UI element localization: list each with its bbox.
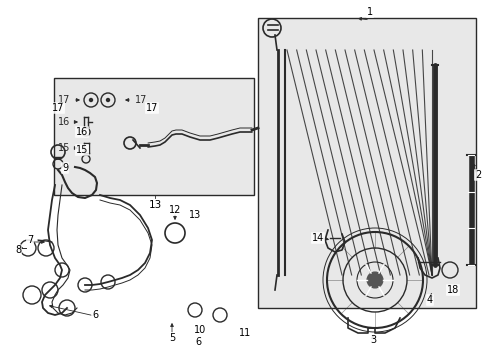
Text: 18: 18 — [446, 285, 458, 295]
Bar — [258, 18, 475, 308]
Text: 3: 3 — [369, 335, 375, 345]
Text: 7: 7 — [27, 235, 33, 245]
Bar — [54, 78, 253, 195]
Text: 13: 13 — [188, 210, 201, 220]
Text: 17: 17 — [58, 95, 70, 105]
Text: 2: 2 — [474, 170, 480, 180]
Text: 15: 15 — [58, 143, 70, 153]
Text: 14: 14 — [311, 233, 324, 243]
Circle shape — [106, 99, 109, 102]
Text: 13: 13 — [148, 200, 162, 210]
Text: 16: 16 — [58, 117, 70, 127]
Text: 12: 12 — [168, 205, 181, 215]
Text: 15: 15 — [76, 145, 88, 155]
Text: 17: 17 — [145, 103, 158, 113]
Text: 6: 6 — [92, 310, 98, 320]
Text: 11: 11 — [238, 328, 251, 338]
Text: 5: 5 — [168, 333, 175, 343]
Text: 1: 1 — [366, 7, 372, 17]
Text: 6: 6 — [195, 337, 201, 347]
Text: 8: 8 — [15, 245, 21, 255]
Text: 16: 16 — [76, 127, 88, 137]
Text: 17: 17 — [135, 95, 147, 105]
Text: 9: 9 — [62, 163, 68, 173]
Text: 4: 4 — [426, 295, 432, 305]
Text: 17: 17 — [52, 103, 64, 113]
Circle shape — [89, 99, 92, 102]
Text: 10: 10 — [193, 325, 206, 335]
Circle shape — [366, 272, 382, 288]
